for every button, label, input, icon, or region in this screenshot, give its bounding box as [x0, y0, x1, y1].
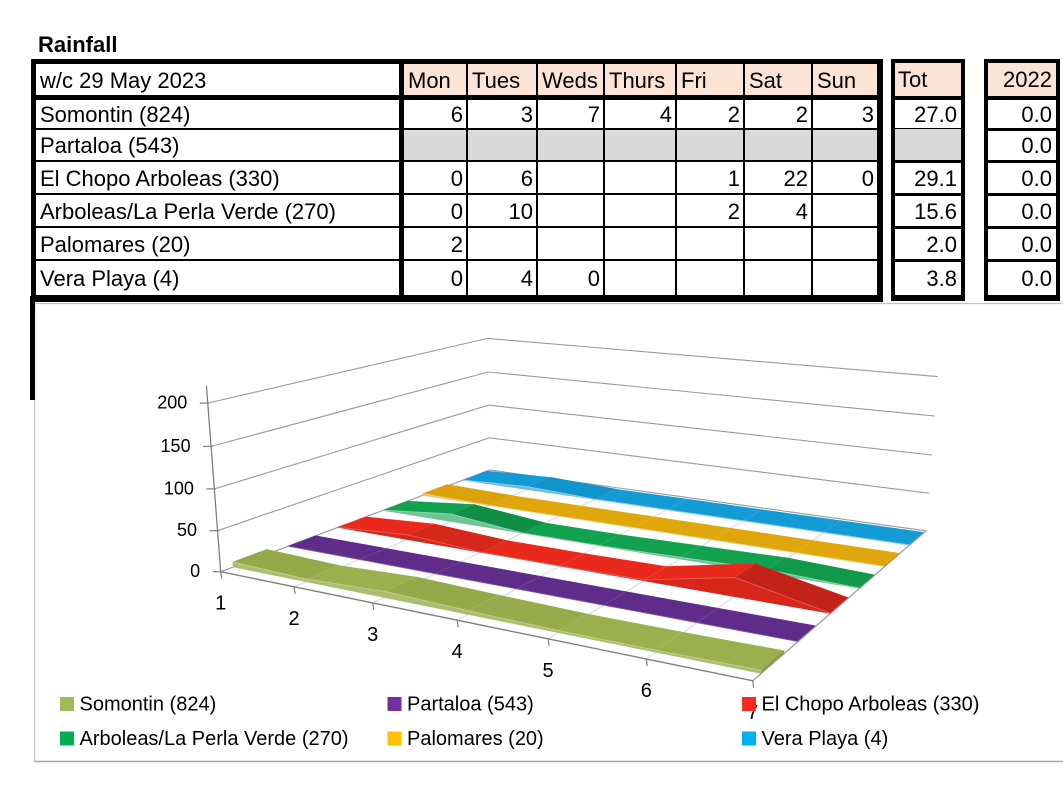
svg-text:0: 0 — [190, 561, 200, 581]
svg-text:7: 7 — [747, 702, 758, 724]
svg-text:2: 2 — [289, 608, 300, 630]
svg-text:Somontin (824): Somontin (824) — [80, 694, 217, 716]
svg-text:150: 150 — [161, 436, 191, 456]
svg-text:Vera Playa (4): Vera Playa (4) — [762, 728, 889, 750]
svg-text:3: 3 — [367, 624, 378, 646]
svg-text:200: 200 — [157, 393, 187, 413]
svg-text:100: 100 — [164, 478, 194, 498]
svg-text:6: 6 — [641, 680, 652, 702]
svg-text:Palomares (20): Palomares (20) — [407, 728, 544, 750]
svg-text:El Chopo Arboleas (330): El Chopo Arboleas (330) — [762, 694, 980, 716]
svg-text:5: 5 — [543, 660, 554, 682]
svg-text:Arboleas/La Perla Verde (270): Arboleas/La Perla Verde (270) — [80, 728, 349, 750]
svg-text:Partaloa (543): Partaloa (543) — [407, 694, 534, 716]
svg-text:4: 4 — [452, 641, 463, 663]
svg-text:50: 50 — [177, 520, 197, 540]
svg-text:1: 1 — [215, 593, 226, 615]
